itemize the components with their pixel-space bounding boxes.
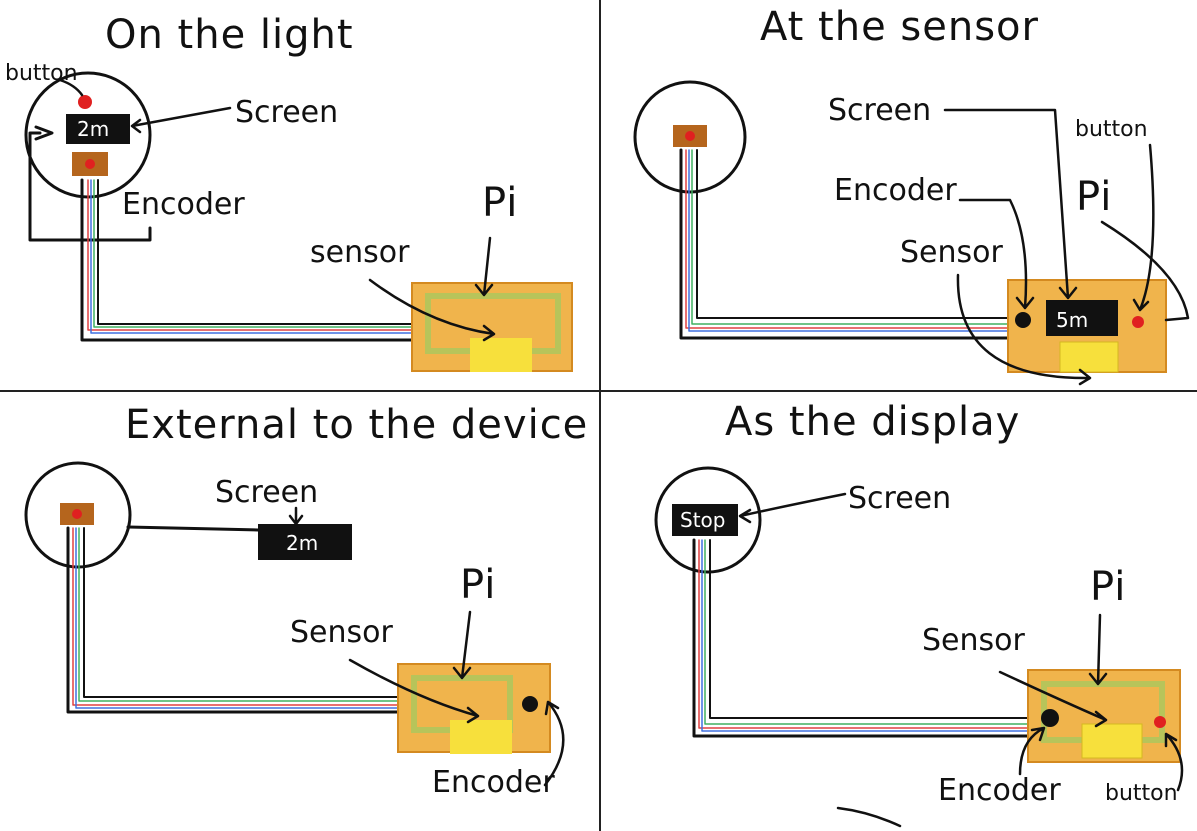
arrow-to-sensor — [956, 273, 1092, 386]
label-screen: Screen — [828, 93, 931, 128]
arrow-to-sensor — [998, 670, 1108, 728]
wire-blue — [75, 527, 399, 709]
panel-3-title: External to the device — [125, 402, 588, 448]
lamp-screen-text: Stop — [680, 508, 725, 532]
cable-outline — [692, 538, 1030, 738]
label-encoder: Encoder — [938, 773, 1061, 808]
label-pi: Pi — [1090, 564, 1126, 610]
cable-outline — [679, 148, 1010, 340]
sensor-block — [450, 720, 512, 754]
arrow-to-pi — [452, 610, 472, 680]
label-encoder: Encoder — [122, 187, 245, 222]
label-sensor: sensor — [310, 235, 410, 270]
cable-outline-inner — [696, 149, 1009, 319]
panel-on-the-light: On the light 2m button Screen Encoder Pi… — [5, 12, 573, 372]
wire-green — [704, 539, 1029, 725]
wire-green — [691, 149, 1009, 325]
sensor-block — [1059, 341, 1119, 373]
external-screen-text: 2m — [286, 531, 318, 555]
sensor-block — [1081, 723, 1143, 759]
arrow-to-pi — [474, 236, 494, 297]
arrow-to-sensor — [348, 658, 480, 724]
encoder-knob — [1015, 312, 1031, 328]
light-module-led — [85, 159, 95, 169]
panel-external: External to the device 2m Screen Pi Sens… — [24, 402, 588, 800]
label-button: button — [1075, 117, 1148, 142]
encoder-knob — [522, 696, 538, 712]
panel-1-title: On the light — [105, 12, 354, 58]
arrow-to-screen — [130, 106, 232, 134]
panel-4-title: As the display — [725, 399, 1020, 445]
wire-green — [93, 179, 413, 328]
button-led — [78, 95, 92, 109]
pi-screen-text: 5m — [1056, 308, 1088, 332]
label-sensor: Sensor — [900, 235, 1003, 270]
panel-at-the-sensor: At the sensor 5m Screen button Encoder P… — [633, 4, 1190, 386]
arrow-to-encoder — [1018, 726, 1046, 776]
stray-mark — [836, 806, 902, 828]
encoder-loop — [28, 131, 152, 242]
wire-red — [698, 539, 1029, 729]
label-encoder: Encoder — [834, 173, 957, 208]
screen-cable — [126, 525, 260, 532]
label-button: button — [1105, 781, 1178, 806]
arrow-to-sensor — [368, 278, 496, 342]
label-sensor: Sensor — [922, 623, 1025, 658]
encoder-arrow — [34, 125, 54, 141]
label-pi: Pi — [482, 180, 518, 226]
sensor-block — [470, 338, 532, 372]
cable-outline-inner — [83, 527, 399, 698]
arrow-to-encoder — [543, 700, 565, 787]
lamp-screen-text: 2m — [77, 117, 109, 141]
label-screen: Screen — [215, 475, 318, 510]
arrow-to-button — [1164, 732, 1184, 792]
label-screen: Screen — [848, 481, 951, 516]
cable-outline-inner — [97, 179, 413, 325]
cable-outline-inner — [709, 539, 1029, 719]
panel-as-the-display: As the display Stop Screen Pi Sensor Enc… — [654, 399, 1184, 828]
wire-red — [685, 149, 1009, 329]
arrow-to-encoder — [958, 198, 1035, 310]
label-pi: Pi — [460, 562, 496, 608]
cable-outline — [66, 526, 400, 714]
arrow-to-pi — [1088, 613, 1108, 686]
button-led — [1132, 316, 1144, 328]
button-led — [1154, 716, 1166, 728]
external-screen — [258, 524, 352, 560]
label-screen: Screen — [235, 95, 338, 130]
wire-red — [72, 527, 399, 706]
pi-screen — [1046, 300, 1118, 336]
wire-green — [78, 527, 399, 702]
light-module-led — [685, 131, 695, 141]
light-module-led — [72, 509, 82, 519]
label-pi: Pi — [1076, 174, 1112, 220]
wire-red — [87, 179, 413, 331]
lamp-screen — [672, 504, 738, 536]
label-encoder: Encoder — [432, 765, 555, 800]
panel-2-title: At the sensor — [760, 4, 1039, 50]
lamp-screen — [66, 114, 130, 144]
wire-blue — [90, 179, 413, 334]
encoder-knob — [1041, 709, 1059, 727]
arrow-to-screen — [943, 108, 1078, 300]
wire-blue — [701, 539, 1029, 732]
arrow-to-button — [1132, 143, 1155, 312]
arrow-to-screen — [738, 492, 847, 524]
arrow-to-screen — [288, 506, 304, 526]
arrow-to-button — [58, 78, 84, 97]
arrow-to-pi — [1100, 220, 1190, 322]
label-sensor: Sensor — [290, 615, 393, 650]
cable-outline — [80, 178, 414, 342]
wire-blue — [688, 149, 1009, 332]
